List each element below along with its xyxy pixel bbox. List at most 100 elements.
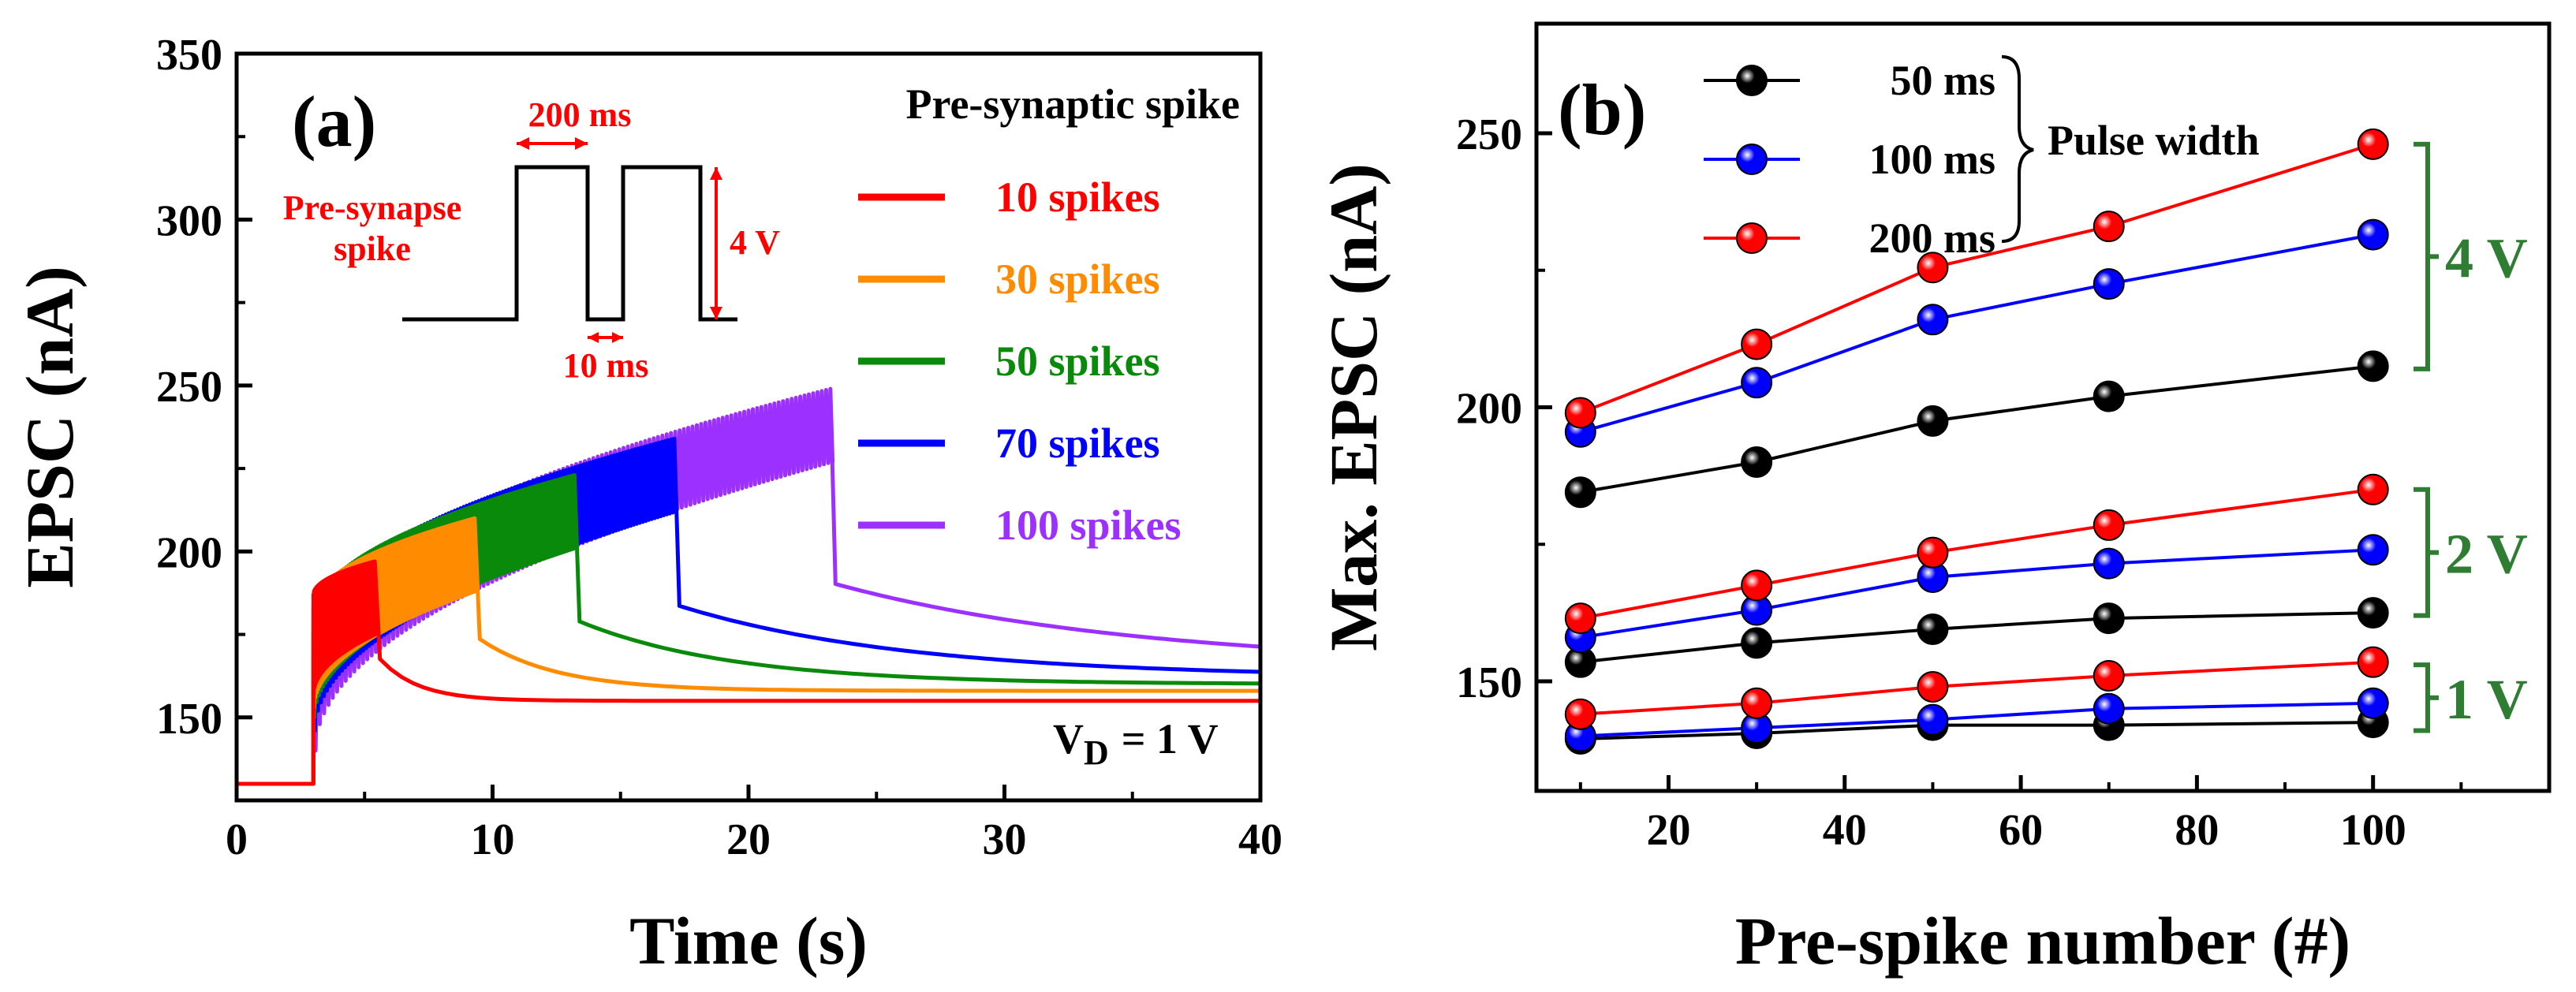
panel-b-line-4V-100ms <box>1580 233 2374 434</box>
panel-a-x-tick-label: 10 <box>471 815 515 864</box>
panel-b-point <box>2357 128 2389 160</box>
panel-b-point <box>2357 473 2389 505</box>
panel-b-point <box>2357 687 2389 719</box>
panel-b-y-axis-title: Max. EPSC (nA) <box>1316 163 1391 651</box>
panel-a-x-tick-label: 0 <box>226 815 248 864</box>
panel-b-point <box>1741 687 1773 719</box>
panel-a-y-tick-label: 350 <box>156 31 222 80</box>
panel-a-inset-amp-label: 4 V <box>730 223 780 262</box>
panel-a: 0 10 20 30 40 150 200 250 300 350 (a) Time (s) EP… <box>12 31 1282 979</box>
panel-b-line-2V-200ms <box>1580 487 2373 621</box>
panel-a-vd-symbol: V <box>1053 715 1084 763</box>
panel-b-point <box>2357 534 2389 566</box>
panel-b-x-tick-label: 40 <box>1823 806 1867 855</box>
panel-b-group-label: 4 V <box>2445 226 2528 289</box>
panel-a-ticks: 0 10 20 30 40 150 200 250 300 350 <box>156 31 1282 864</box>
panel-b-legend-title: Pulse width <box>2048 117 2260 164</box>
panel-b-legend: 50 ms 100 ms 200 ms <box>1704 55 2034 262</box>
panel-b-legend-marker <box>1736 144 1768 175</box>
panel-b-point <box>2093 692 2125 725</box>
panel-b-legend-label: 200 ms <box>1869 214 1996 262</box>
panel-b-series <box>1564 128 2389 755</box>
panel-b-point <box>2357 597 2389 629</box>
panel-a-inset-label-line1: Pre-synapse <box>283 188 462 227</box>
panel-a-y-axis-title: EPSC (nA) <box>12 266 88 588</box>
panel-a-vd-annotation: VD = 1 V <box>1053 715 1219 772</box>
panel-b-y-tick-label: 250 <box>1456 110 1522 159</box>
panel-b-y-tick-label: 150 <box>1456 658 1522 707</box>
panel-a-legend-label: 10 spikes <box>995 173 1160 221</box>
panel-b-point <box>2093 660 2125 692</box>
panel-a-x-axis-title: Time (s) <box>629 903 868 979</box>
panel-b-point <box>2357 350 2389 382</box>
panel-a-legend-title: Pre-synaptic spike <box>905 80 1240 128</box>
panel-b-group-bracket <box>2414 662 2430 733</box>
panel-b-point <box>1917 536 1949 569</box>
panel-b-point <box>1564 476 1596 509</box>
panel-b-y-tick-label: 200 <box>1456 385 1522 434</box>
panel-a-vd-subscript: D <box>1084 733 1109 772</box>
panel-b-point <box>1741 627 1773 659</box>
panel-b-x-tick-label: 60 <box>1999 806 2043 855</box>
panel-a-vd-value: = 1 V <box>1122 715 1219 763</box>
panel-b-point <box>1564 698 1596 730</box>
panel-b-point <box>2093 211 2125 243</box>
panel-a-x-tick-label: 40 <box>1238 815 1282 864</box>
panel-a-tag: (a) <box>292 81 376 162</box>
panel-a-legend-label: 70 spikes <box>995 420 1160 467</box>
panel-a-inset-gap-label: 10 ms <box>563 346 649 385</box>
panel-b-point <box>1917 613 1949 645</box>
panel-a-y-tick-label: 200 <box>156 528 222 577</box>
panel-b-point <box>2093 602 2125 635</box>
panel-a-y-tick-label: 250 <box>156 363 222 412</box>
panel-a-x-tick-label: 20 <box>726 815 771 864</box>
panel-a-trace-10-spikes <box>237 559 1260 786</box>
panel-b-point <box>1917 252 1949 284</box>
panel-a-legend-label: 100 spikes <box>995 502 1182 549</box>
panel-b-point <box>2093 268 2125 300</box>
panel-b-legend-brace <box>2001 55 2034 243</box>
panel-a-legend-label: 50 spikes <box>995 338 1160 385</box>
panel-b-point <box>1564 602 1596 635</box>
panel-b-point <box>1741 446 1773 478</box>
panel-b-point <box>2093 547 2125 580</box>
panel-b-x-tick-label: 100 <box>2340 806 2406 855</box>
panel-b-point <box>1917 670 1949 703</box>
panel-b-group-bracket <box>2414 487 2430 618</box>
panel-b-group-label: 2 V <box>2445 523 2528 586</box>
panel-b-line-2V-100ms <box>1580 548 2373 640</box>
panel-b-point <box>1917 405 1949 437</box>
panel-b-point <box>2357 218 2389 251</box>
panel-b-tag: (b) <box>1558 69 1646 150</box>
panel-b-line-4V-50ms <box>1580 364 2373 494</box>
panel-b-legend-marker <box>1736 65 1768 96</box>
panel-b-point <box>1741 367 1773 399</box>
panel-b-point <box>1917 304 1949 336</box>
panel-a-inset-gap-arrowheads <box>588 332 623 343</box>
panel-b-point <box>1741 328 1773 360</box>
panel-b-line-4V-200ms <box>1580 142 2374 415</box>
panel-b-point <box>2093 509 2125 541</box>
panel-a-inset-label-line2: spike <box>334 229 411 268</box>
panel-b-legend-label: 100 ms <box>1869 136 1996 183</box>
panel-a-legend: 10 spikes 30 spikes 50 spikes 70 spikes 100 … <box>858 173 1182 549</box>
panel-b-group-bracket <box>2414 141 2430 371</box>
panel-b-x-tick-label: 80 <box>2175 806 2219 855</box>
panel-b-point <box>1564 397 1596 429</box>
panel-b: 20 40 60 80 100 150 200 250 (b) Pre-spike numbe… <box>1316 21 2552 979</box>
panel-b-group-label: 1 V <box>2445 668 2528 731</box>
panel-a-inset-width-label: 200 ms <box>528 95 632 134</box>
panel-a-x-tick-label: 30 <box>983 815 1027 864</box>
panel-b-legend-marker <box>1736 222 1768 254</box>
panel-a-inset-pulse-waveform <box>402 165 737 322</box>
panel-b-point <box>1741 569 1773 602</box>
panel-b-x-axis-title: Pre-spike number (#) <box>1735 903 2350 979</box>
panel-b-point <box>2357 646 2389 678</box>
panel-b-legend-label: 50 ms <box>1891 57 1996 104</box>
panel-a-traces <box>237 386 1261 786</box>
panel-a-y-tick-label: 150 <box>156 695 222 744</box>
panel-b-x-tick-label: 20 <box>1646 806 1690 855</box>
panel-b-ticks: 20 40 60 80 100 150 200 250 <box>1456 110 2463 855</box>
